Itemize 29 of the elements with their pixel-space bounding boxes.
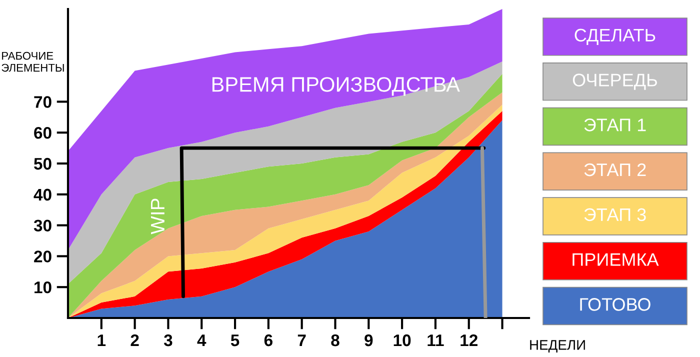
y-tick-label: 30 bbox=[34, 220, 52, 232]
y-tick-label: 10 bbox=[34, 282, 52, 294]
x-tick-label: 10 bbox=[394, 334, 411, 346]
y-tick-label: 60 bbox=[34, 127, 52, 139]
x-tick-label: 8 bbox=[331, 334, 340, 346]
x-tick-label: 4 bbox=[197, 334, 206, 346]
x-tick-label: 6 bbox=[264, 334, 272, 346]
text: ОЧЕРЕДЬ bbox=[572, 74, 658, 90]
y-tick-label: 20 bbox=[34, 250, 52, 262]
text: ПРИЕМКА bbox=[572, 253, 659, 266]
text: ГОТОВО bbox=[580, 298, 650, 311]
x-axis-title: НЕДЕЛИ bbox=[530, 340, 585, 352]
x-tick-label: 12 bbox=[460, 334, 478, 346]
x-tick-label: 9 bbox=[364, 334, 373, 346]
y-axis-title: РАБОЧИЕ ЭЛЕМЕНТЫ bbox=[2, 52, 64, 72]
y-tick-label: 50 bbox=[34, 158, 52, 170]
text: ЭТАП 1 bbox=[584, 118, 646, 132]
x-tick-label: 11 bbox=[428, 334, 444, 346]
y-tick-label: 40 bbox=[34, 188, 52, 201]
text: ЭТАП 2 bbox=[584, 163, 646, 176]
x-tick-label: 2 bbox=[130, 334, 139, 346]
x-tick-label: 3 bbox=[164, 334, 172, 346]
x-tick-label: 1 bbox=[98, 334, 106, 346]
y-tick-label: 70 bbox=[34, 96, 52, 108]
text: СДЕЛАТЬ bbox=[574, 28, 656, 45]
annotation: WIP bbox=[151, 198, 164, 234]
text: ЭТАП 3 bbox=[584, 208, 646, 222]
x-tick-label: 5 bbox=[230, 334, 240, 346]
x-tick-label: 7 bbox=[298, 334, 306, 346]
